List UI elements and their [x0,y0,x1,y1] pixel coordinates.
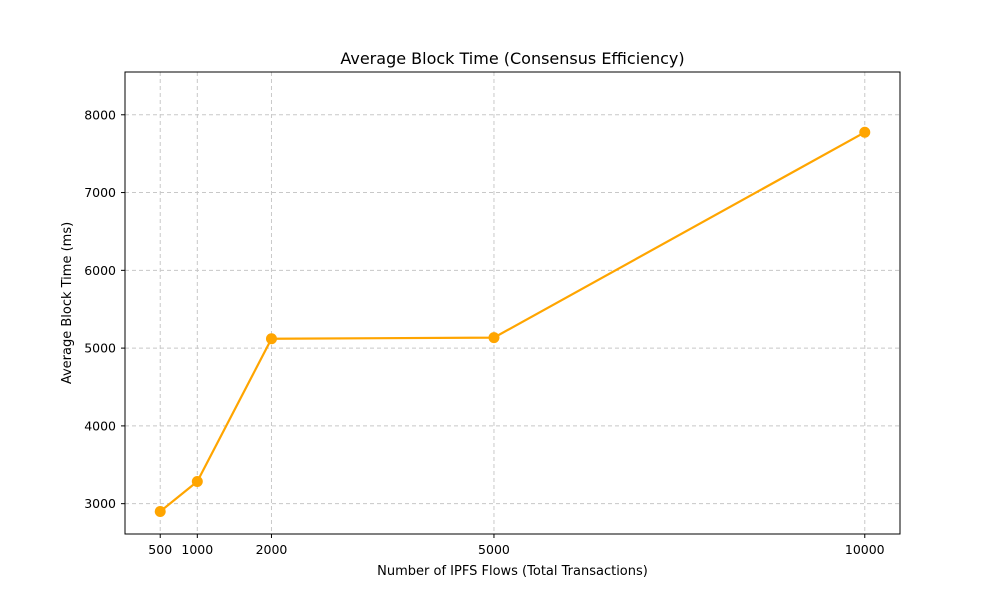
x-tick-label: 2000 [256,542,288,557]
y-tick-label: 8000 [84,107,116,122]
tick-layer: 500 1000 2000 5000 10000 3000 4000 5000 6000 7000… [84,107,885,557]
y-tick-label: 7000 [84,185,116,200]
x-tick-label: 5000 [478,542,510,557]
data-point [191,476,203,487]
data-point [154,505,166,517]
x-tick-label: 10000 [845,542,885,557]
y-axis-label: Average Block Time (ms) [60,222,75,384]
data-point [265,333,277,345]
grid-lines [125,72,900,534]
data-point [859,126,871,138]
data-point [488,332,500,344]
y-tick-label: 5000 [84,341,116,356]
y-tick-label: 4000 [84,418,116,433]
series-layer [154,126,871,517]
x-tick-label: 1000 [181,542,213,557]
x-tick-label: 500 [148,542,172,557]
plot-frame [124,71,901,535]
y-tick-label: 3000 [84,496,116,511]
x-axis-label: Number of IPFS Flows (Total Transactions… [377,564,648,579]
chart-title: Average Block Time (Consensus Efficiency… [340,49,684,68]
y-tick-label: 6000 [84,263,116,278]
